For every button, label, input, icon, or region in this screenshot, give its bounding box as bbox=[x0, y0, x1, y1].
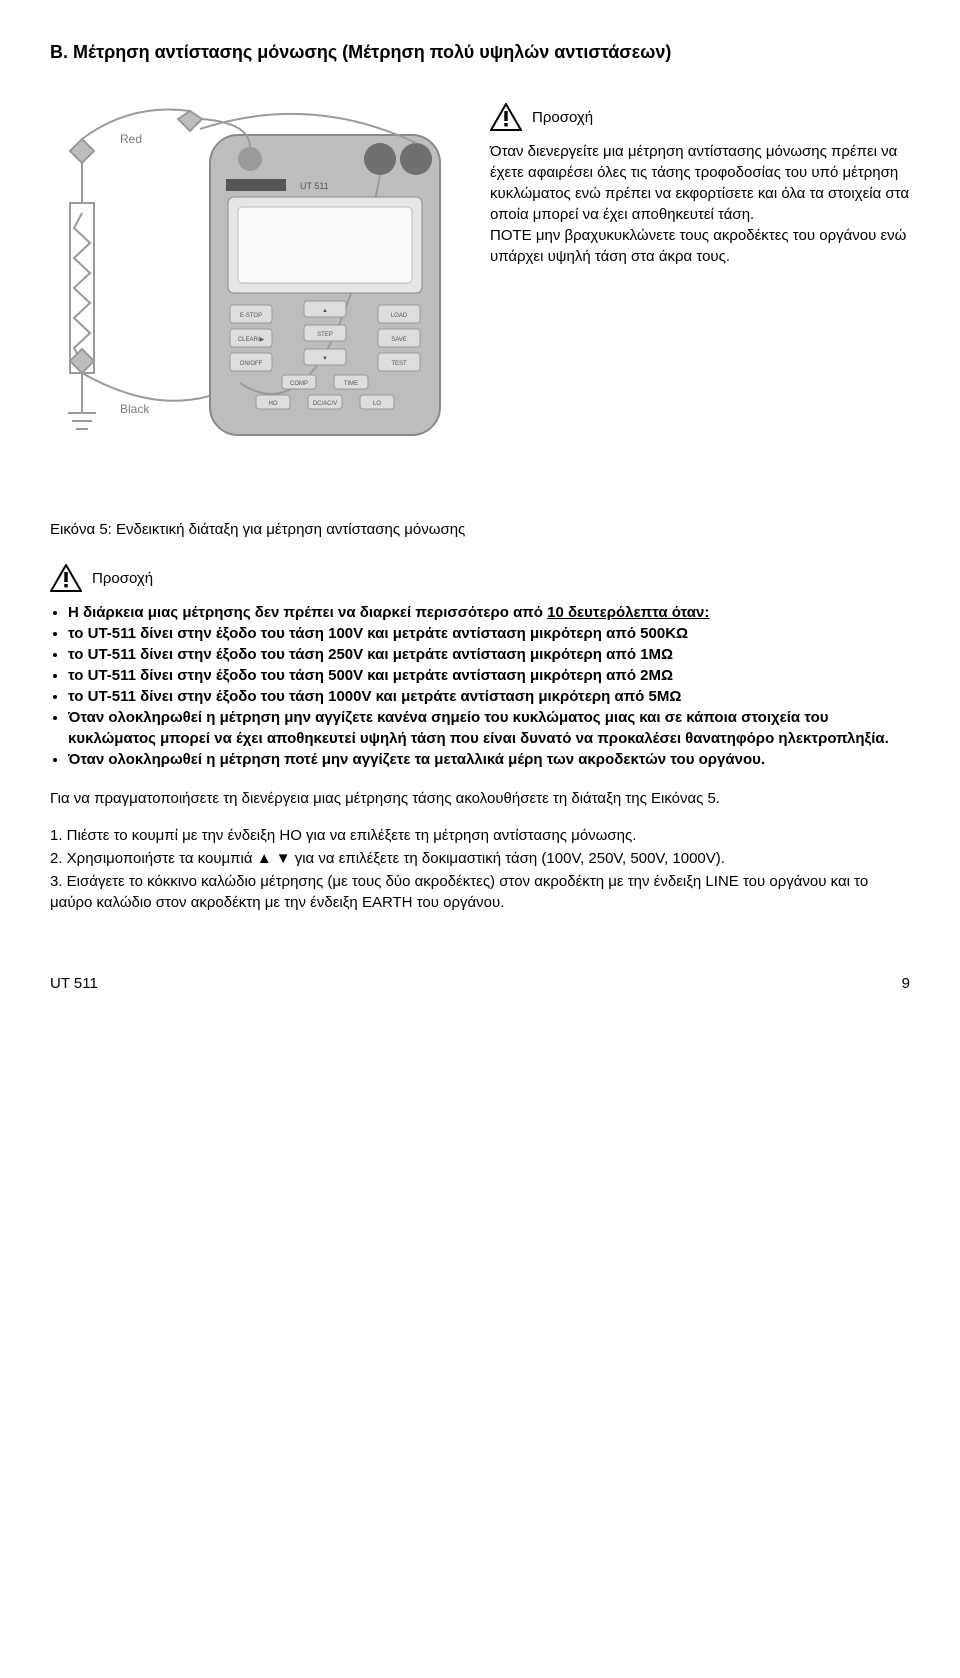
warning-2-label: Προσοχή bbox=[92, 568, 153, 589]
svg-text:UT 511: UT 511 bbox=[300, 181, 329, 191]
svg-text:ON/OFF: ON/OFF bbox=[240, 361, 263, 367]
warning-1-label: Προσοχή bbox=[532, 107, 593, 128]
label-black: Black bbox=[120, 402, 150, 416]
warning-1: Προσοχή Όταν διενεργείτε μια μέτρηση αντ… bbox=[490, 83, 910, 489]
svg-text:LOAD: LOAD bbox=[391, 313, 408, 319]
step-item: 2. Χρησιμοποιήστε τα κουμπιά ▲ ▼ για να … bbox=[50, 848, 910, 869]
warning-2-list: Η διάρκεια μιας μέτρησης δεν πρέπει να δ… bbox=[50, 602, 910, 770]
svg-text:SAVE: SAVE bbox=[391, 337, 407, 343]
section-heading: Β. Μέτρηση αντίστασης μόνωσης (Μέτρηση π… bbox=[50, 40, 910, 65]
footer-model: UT 511 bbox=[50, 973, 98, 994]
svg-text:STEP: STEP bbox=[317, 332, 333, 338]
list-item: το UT-511 δίνει στην έξοδο του τάση 100V… bbox=[68, 623, 910, 644]
intro-paragraph: Για να πραγματοποιήσετε τη διενέργεια μι… bbox=[50, 788, 910, 809]
list-item: Η διάρκεια μιας μέτρησης δεν πρέπει να δ… bbox=[68, 602, 910, 623]
svg-text:CLEAR/▶: CLEAR/▶ bbox=[238, 337, 265, 343]
warning-icon bbox=[50, 564, 82, 592]
list-item: Όταν ολοκληρωθεί η μέτρηση μην αγγίζετε … bbox=[68, 707, 910, 749]
svg-text:LO: LO bbox=[373, 401, 381, 407]
svg-text:E-STOP: E-STOP bbox=[240, 313, 262, 319]
svg-text:COMP: COMP bbox=[290, 381, 308, 387]
step-item: 1. Πιέστε το κουμπί με την ένδειξη HO γι… bbox=[50, 825, 910, 846]
warning-icon bbox=[490, 103, 522, 131]
figure-column: Red Black bbox=[50, 83, 470, 489]
svg-text:▲: ▲ bbox=[322, 308, 328, 314]
page-footer: UT 511 9 bbox=[50, 973, 910, 994]
svg-text:TEST: TEST bbox=[391, 361, 407, 367]
svg-text:▼: ▼ bbox=[322, 356, 328, 362]
steps-list: 1. Πιέστε το κουμπί με την ένδειξη HO γι… bbox=[50, 825, 910, 913]
top-row: Red Black bbox=[50, 83, 910, 489]
svg-text:DC/AC/V: DC/AC/V bbox=[313, 401, 337, 407]
footer-page-number: 9 bbox=[902, 973, 910, 994]
figure-caption: Εικόνα 5: Ενδεικτική διάταξη για μέτρηση… bbox=[50, 519, 910, 540]
list-item: το UT-511 δίνει στην έξοδο του τάση 1000… bbox=[68, 686, 910, 707]
step-item: 3. Εισάγετε το κόκκινο καλώδιο μέτρησης … bbox=[50, 871, 910, 913]
svg-text:TIME: TIME bbox=[344, 381, 358, 387]
warning-2-header: Προσοχή bbox=[50, 564, 910, 592]
label-red: Red bbox=[120, 132, 142, 146]
list-item: Όταν ολοκληρωθεί η μέτρηση ποτέ μην αγγί… bbox=[68, 749, 910, 770]
list-item: το UT-511 δίνει στην έξοδο του τάση 500V… bbox=[68, 665, 910, 686]
wiring-figure: Red Black bbox=[50, 83, 470, 483]
list-item: το UT-511 δίνει στην έξοδο του τάση 250V… bbox=[68, 644, 910, 665]
warning-1-text: Όταν διενεργείτε μια μέτρηση αντίστασης … bbox=[490, 141, 910, 267]
svg-text:HO: HO bbox=[269, 401, 278, 407]
